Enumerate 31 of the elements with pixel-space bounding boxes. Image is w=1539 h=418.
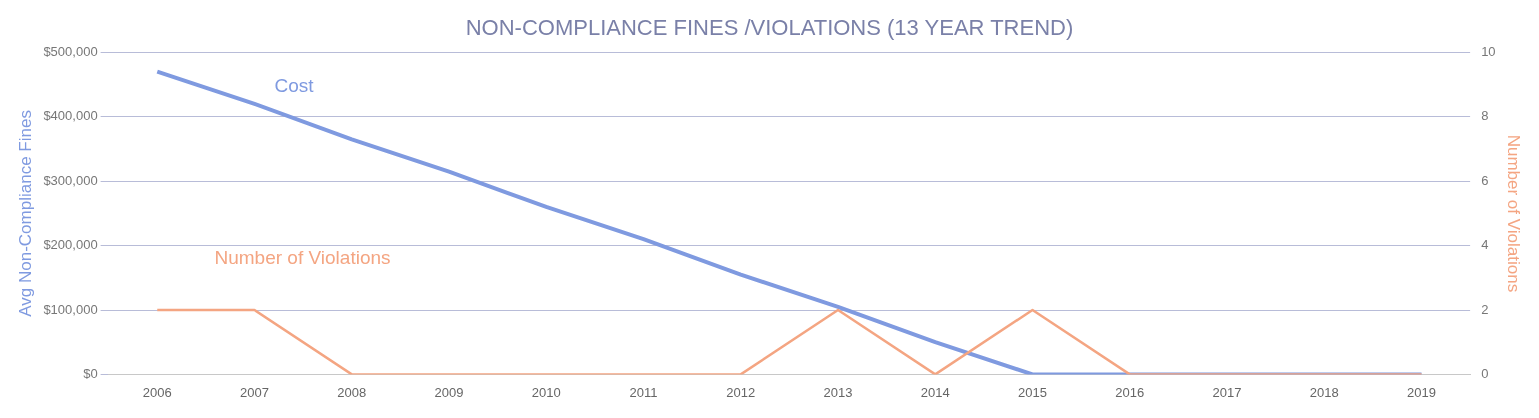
- text: Number of Violations: [214, 246, 391, 268]
- x-tick-label: 2009: [434, 384, 464, 400]
- x-tick-label: 2008: [337, 384, 367, 400]
- y-tick-label: $400,000: [43, 108, 98, 124]
- y2-tick-label: 2: [1481, 301, 1489, 317]
- chart-title: NON-COMPLIANCE FINES /VIOLATIONS (13 YEAR TREND): [465, 15, 1074, 41]
- x-tick-label: 2018: [1309, 384, 1339, 400]
- x-tick-label: 2014: [920, 384, 950, 400]
- y-tick-label: $500,000: [43, 43, 98, 59]
- y2-axis-title: Number of Violations: [1504, 134, 1524, 293]
- x-tick-label: 2017: [1212, 384, 1242, 400]
- y-tick-label: $100,000: [43, 301, 98, 317]
- series-label: Cost: [274, 74, 315, 96]
- x-tick-label: 2011: [629, 384, 658, 400]
- y-axis-title: Avg Non-Compliance Fines: [15, 110, 35, 317]
- y2-tick-label: 6: [1481, 172, 1489, 188]
- y2-tick-label: 0: [1481, 365, 1489, 381]
- x-tick-label: 2010: [531, 384, 561, 400]
- x-tick-label: 2012: [726, 384, 756, 400]
- x-tick-label: 2016: [1115, 384, 1145, 400]
- x-tick-label: 2015: [1018, 384, 1047, 400]
- x-tick-label: 2013: [823, 384, 853, 400]
- y-tick-label: $200,000: [43, 237, 98, 253]
- y2-tick-label: 8: [1481, 108, 1489, 124]
- y-tick-label: $300,000: [43, 172, 98, 188]
- x-tick-label: 2006: [142, 384, 172, 400]
- y2-tick-label: 4: [1481, 237, 1489, 253]
- x-tick-label: 2007: [240, 384, 269, 400]
- y2-tick-label: 10: [1481, 43, 1496, 59]
- x-tick-label: 2019: [1407, 384, 1436, 400]
- y-tick-label: $0: [83, 365, 98, 381]
